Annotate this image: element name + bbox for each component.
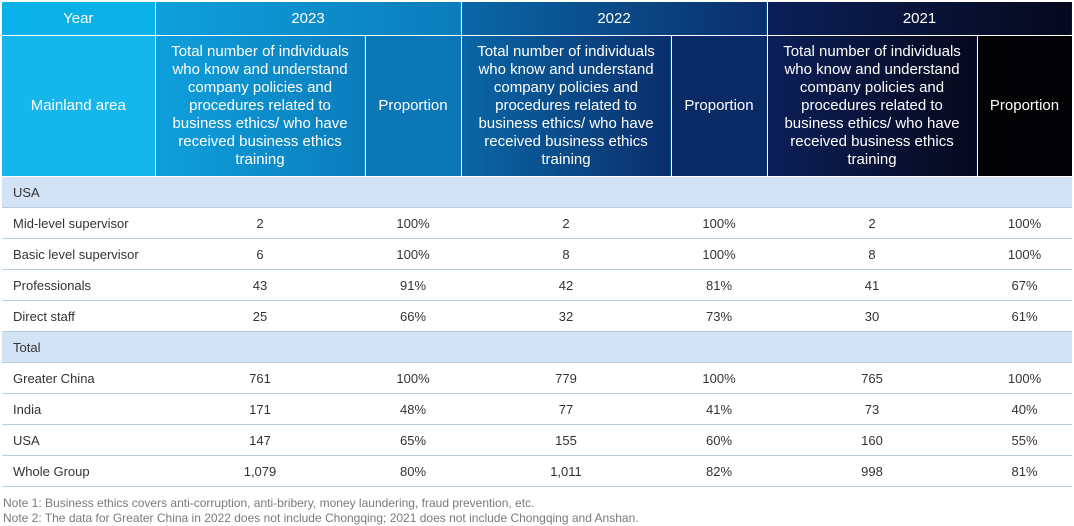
proportion-cell: 100% [977, 238, 1072, 270]
count-cell: 2 [461, 207, 671, 239]
mainland-area-header: Mainland area [2, 35, 156, 177]
proportion-cell: 73% [671, 300, 767, 332]
proportion-cell: 100% [671, 207, 767, 239]
proportion-header-2023: Proportion [365, 35, 462, 177]
count-cell: 30 [767, 300, 977, 332]
notes: Note 1: Business ethics covers anti-corr… [3, 496, 1074, 526]
count-cell: 42 [461, 269, 671, 301]
table-row: India 171 48% 77 41% 73 40% [2, 393, 1072, 425]
table-row: Mid-level supervisor 2 100% 2 100% 2 100% [2, 207, 1072, 239]
count-header-2022: Total number of individuals who know and… [461, 35, 672, 177]
row-label: Professionals [2, 269, 155, 301]
proportion-cell: 81% [977, 455, 1072, 487]
table-row: Whole Group 1,079 80% 1,011 82% 998 81% [2, 455, 1072, 487]
table-body: USA Mid-level supervisor 2 100% 2 100% 2 100% Ba… [2, 176, 1072, 487]
proportion-cell: 67% [977, 269, 1072, 301]
proportion-cell: 100% [977, 362, 1072, 394]
row-label: India [2, 393, 155, 425]
year-2022-header: 2022 [461, 2, 768, 36]
proportion-cell: 81% [671, 269, 767, 301]
count-cell: 155 [461, 424, 671, 456]
section-title: USA [2, 176, 1072, 208]
count-cell: 2 [155, 207, 365, 239]
table-row: Professionals 43 91% 42 81% 41 67% [2, 269, 1072, 301]
table-row: Basic level supervisor 6 100% 8 100% 8 100% [2, 238, 1072, 270]
proportion-cell: 100% [365, 207, 461, 239]
proportion-cell: 82% [671, 455, 767, 487]
row-label: Whole Group [2, 455, 155, 487]
count-header-2023: Total number of individuals who know and… [155, 35, 366, 177]
proportion-cell: 65% [365, 424, 461, 456]
row-label: Mid-level supervisor [2, 207, 155, 239]
count-cell: 8 [767, 238, 977, 270]
note-2: Note 2: The data for Greater China in 20… [3, 511, 639, 525]
proportion-cell: 66% [365, 300, 461, 332]
count-cell: 998 [767, 455, 977, 487]
count-cell: 761 [155, 362, 365, 394]
count-cell: 25 [155, 300, 365, 332]
count-cell: 1,011 [461, 455, 671, 487]
count-cell: 1,079 [155, 455, 365, 487]
row-label: USA [2, 424, 155, 456]
proportion-cell: 100% [365, 238, 461, 270]
count-cell: 73 [767, 393, 977, 425]
count-cell: 6 [155, 238, 365, 270]
year-2023-header: 2023 [155, 2, 462, 36]
count-cell: 779 [461, 362, 671, 394]
proportion-cell: 48% [365, 393, 461, 425]
table-row: Greater China 761 100% 779 100% 765 100% [2, 362, 1072, 394]
count-header-2021: Total number of individuals who know and… [767, 35, 978, 177]
year-header: Year [2, 2, 156, 36]
section-row: Total [2, 331, 1072, 363]
count-cell: 765 [767, 362, 977, 394]
proportion-cell: 80% [365, 455, 461, 487]
proportion-cell: 100% [365, 362, 461, 394]
proportion-header-2021: Proportion [977, 35, 1073, 177]
proportion-cell: 55% [977, 424, 1072, 456]
row-label: Direct staff [2, 300, 155, 332]
count-cell: 160 [767, 424, 977, 456]
section-title: Total [2, 331, 1072, 363]
proportion-header-2022: Proportion [671, 35, 768, 177]
proportion-cell: 60% [671, 424, 767, 456]
count-cell: 2 [767, 207, 977, 239]
count-cell: 8 [461, 238, 671, 270]
proportion-cell: 100% [671, 238, 767, 270]
ethics-training-table: Year 2023 2022 2021 Mainland area Total … [2, 2, 1073, 487]
table-row: USA 147 65% 155 60% 160 55% [2, 424, 1072, 456]
table-row: Direct staff 25 66% 32 73% 30 61% [2, 300, 1072, 332]
note-1: Note 1: Business ethics covers anti-corr… [3, 496, 535, 510]
proportion-cell: 100% [671, 362, 767, 394]
count-cell: 171 [155, 393, 365, 425]
proportion-cell: 61% [977, 300, 1072, 332]
count-cell: 77 [461, 393, 671, 425]
row-label: Basic level supervisor [2, 238, 155, 270]
section-row: USA [2, 176, 1072, 208]
count-cell: 32 [461, 300, 671, 332]
proportion-cell: 91% [365, 269, 461, 301]
count-cell: 147 [155, 424, 365, 456]
count-cell: 43 [155, 269, 365, 301]
count-cell: 41 [767, 269, 977, 301]
proportion-cell: 41% [671, 393, 767, 425]
row-label: Greater China [2, 362, 155, 394]
proportion-cell: 40% [977, 393, 1072, 425]
year-2021-header: 2021 [767, 2, 1073, 36]
proportion-cell: 100% [977, 207, 1072, 239]
